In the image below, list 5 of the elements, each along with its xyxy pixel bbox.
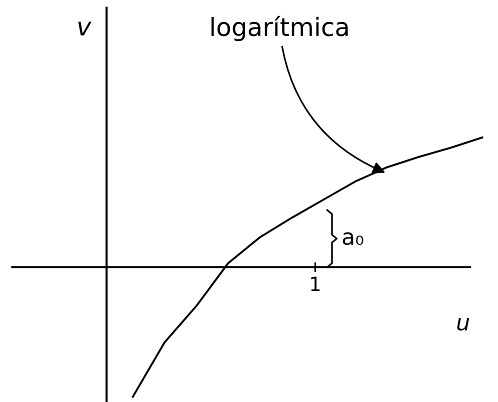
annotation: 1 — [311, 276, 320, 291]
annotation: a₀ — [342, 232, 364, 246]
text: logarítmica — [212, 16, 348, 42]
y-axis-title: v — [78, 22, 92, 36]
x-axis-title: u — [457, 318, 470, 331]
